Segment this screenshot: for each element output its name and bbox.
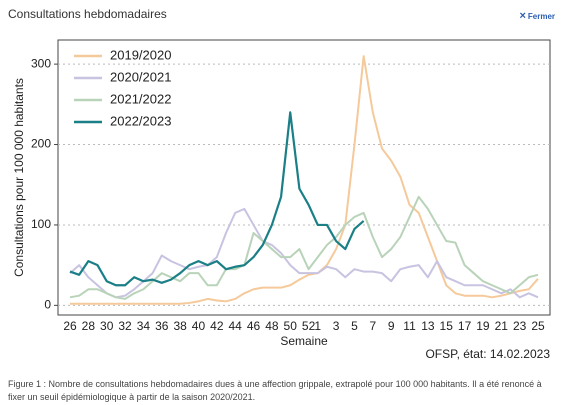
y-tick-label: 0: [44, 298, 51, 312]
x-tick-label: 23: [513, 319, 527, 333]
legend-label: 2020/2021: [110, 69, 171, 84]
x-tick-label: 42: [210, 319, 224, 333]
x-tick-label: 44: [228, 319, 242, 333]
legend-label: 2021/2022: [110, 91, 171, 106]
y-tick-label: 300: [31, 56, 51, 70]
x-tick-label: 1: [314, 319, 321, 333]
x-tick-label: 48: [265, 319, 279, 333]
x-tick-label: 3: [333, 319, 340, 333]
close-button[interactable]: × Fermer: [519, 10, 555, 22]
x-tick-label: 34: [137, 319, 151, 333]
y-tick-label: 200: [31, 137, 51, 151]
series-line: [69, 207, 539, 299]
x-tick-label: 21: [495, 319, 509, 333]
x-tick-label: 36: [155, 319, 169, 333]
y-tick-label: 100: [31, 217, 51, 231]
x-tick-label: 38: [173, 319, 187, 333]
x-tick-label: 32: [118, 319, 132, 333]
x-tick-label: 13: [421, 319, 435, 333]
x-tick-label: 40: [192, 319, 206, 333]
close-label[interactable]: Fermer: [527, 12, 555, 21]
x-tick-label: 17: [458, 319, 472, 333]
y-axis-label: Consultations pour 100 000 habitants: [12, 78, 26, 277]
x-tick-label: 7: [369, 319, 376, 333]
x-tick-label: 46: [247, 319, 261, 333]
series-line: [69, 111, 365, 287]
x-tick-label: 19: [476, 319, 490, 333]
x-tick-label: 52: [302, 319, 316, 333]
legend-label: 2022/2023: [110, 113, 171, 128]
series-line: [70, 55, 539, 305]
x-tick-label: 30: [100, 319, 114, 333]
x-axis-label: Semaine: [280, 334, 328, 348]
close-icon[interactable]: ×: [519, 10, 526, 22]
x-tick-label: 9: [388, 319, 395, 333]
x-tick-label: 26: [63, 319, 77, 333]
modal-title: Consultations hebdomadaires: [8, 7, 167, 21]
source-note: OFSP, état: 14.02.2023: [425, 347, 550, 361]
legend-label: 2019/2020: [110, 47, 171, 62]
x-tick-label: 28: [82, 319, 96, 333]
x-tick-label: 15: [440, 319, 454, 333]
x-tick-label: 11: [403, 319, 416, 333]
caption: Figure 1 : Nombre de consultations hebdo…: [8, 379, 542, 402]
x-tick-label: 50: [284, 319, 298, 333]
x-tick-label: 25: [531, 319, 545, 333]
plot-frame: [57, 39, 551, 316]
series-line: [69, 195, 539, 300]
x-tick-label: 5: [351, 319, 358, 333]
